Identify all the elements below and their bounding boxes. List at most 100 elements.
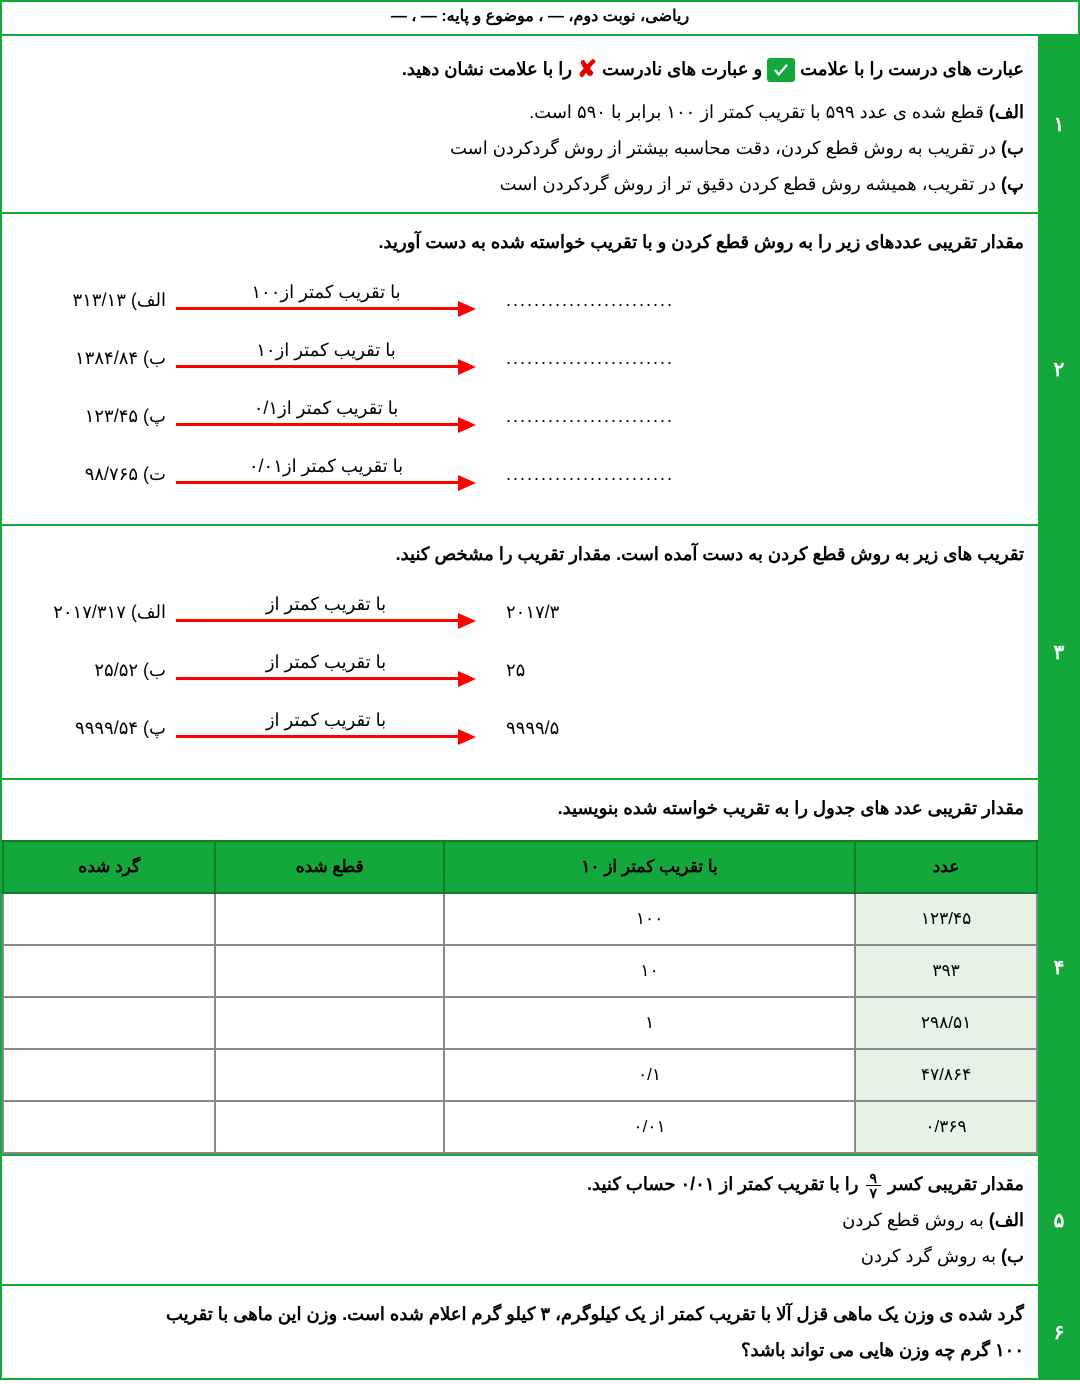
- row-value: ت) ۹۸/۷۶۵: [16, 456, 176, 492]
- q5-a-text: به روش قطع کردن: [842, 1210, 984, 1230]
- table-row: ۳۹۳۱۰: [3, 945, 1037, 997]
- arrow-icon: با تقریب کمتر از: [176, 598, 476, 626]
- arrow-row: ت) ۹۸/۷۶۵با تقریب کمتر از۰/۰۱...........…: [16, 456, 1024, 492]
- row-value: پ) ۹۹۹۹/۵۴: [16, 710, 176, 746]
- q6-number: ۶: [1038, 1286, 1078, 1378]
- q5-frac-bot: ۷: [866, 1186, 882, 1200]
- table-row: ۲۹۸/۵۱۱: [3, 997, 1037, 1049]
- q5-a-label: الف): [989, 1210, 1024, 1230]
- row-dots: ........................: [506, 456, 674, 492]
- row-result: ۹۹۹۹/۵: [506, 710, 559, 746]
- table-cell: ۰/۱: [444, 1049, 855, 1101]
- arrow-row: ب) ۱۳۸۴/۸۴با تقریب کمتر از۱۰............…: [16, 340, 1024, 376]
- q5-content: مقدار تقریبی کسر ۹ ۷ را با تقریب کمتر از…: [2, 1156, 1038, 1284]
- row-dots: ........................: [506, 340, 674, 376]
- arrow-row: ب) ۲۵/۵۲با تقریب کمتر از۲۵: [16, 652, 1024, 688]
- q6-line1: گرد شده ی وزن یک ماهی قزل آلا با تقریب ک…: [16, 1296, 1024, 1332]
- table-header: گرد شده: [3, 841, 215, 893]
- arrow-icon: با تقریب کمتر از۱۰۰: [176, 286, 476, 314]
- row-dots: ........................: [506, 282, 674, 318]
- question-1: ۱ عبارت های درست را با علامت و عبارت های…: [2, 34, 1078, 212]
- q6-content: گرد شده ی وزن یک ماهی قزل آلا با تقریب ک…: [2, 1286, 1038, 1378]
- row-value: پ) ۱۲۳/۴۵: [16, 398, 176, 434]
- row-value: ب) ۱۳۸۴/۸۴: [16, 340, 176, 376]
- x-icon: ✘: [577, 56, 597, 83]
- q5-fraction: ۹ ۷: [866, 1171, 882, 1200]
- question-3: ۳ تقریب های زیر به روش قطع کردن به دست آ…: [2, 524, 1078, 778]
- arrow-icon: با تقریب کمتر از۰/۱: [176, 402, 476, 430]
- q1-prompt-b: و عبارت های نادرست: [602, 59, 762, 79]
- arrow-label: با تقریب کمتر از۱۰۰: [176, 274, 476, 310]
- q5-b-text: به روش گرد کردن: [861, 1246, 996, 1266]
- table-header: عدد: [855, 841, 1037, 893]
- table-header: با تقریب کمتر از ۱۰: [444, 841, 855, 893]
- table-header: قطع شده: [215, 841, 444, 893]
- row-value: الف) ۳۱۳/۱۳: [16, 282, 176, 318]
- table-cell: ۱۰۰: [444, 893, 855, 945]
- table-cell: ۰/۰۱: [444, 1101, 855, 1153]
- question-6: ۶ گرد شده ی وزن یک ماهی قزل آلا با تقریب…: [2, 1284, 1078, 1378]
- arrow-row: الف) ۲۰۱۷/۳۱۷با تقریب کمتر از۲۰۱۷/۳: [16, 594, 1024, 630]
- q4-content: مقدار تقریبی عدد های جدول را به تقریب خو…: [2, 780, 1038, 1154]
- table-cell: [3, 893, 215, 945]
- q1-number: ۱: [1038, 36, 1078, 212]
- q4-number: ۴: [1038, 780, 1078, 1154]
- row-result: ۲۵: [506, 652, 525, 688]
- q1-a-label: الف): [989, 102, 1024, 122]
- table-cell: ۱۰: [444, 945, 855, 997]
- table-cell: [3, 945, 215, 997]
- page-header: ریاضی، نوبت دوم، — ، موضوع و پایه: — ، —: [2, 0, 1078, 34]
- q1-p-label: پ): [1001, 174, 1024, 194]
- table-cell: [3, 997, 215, 1049]
- q1-a-text: قطع شده ی عدد ۵۹۹ با تقریب کمتر از ۱۰۰ ب…: [529, 102, 984, 122]
- table-cell: ۰/۳۶۹: [855, 1101, 1037, 1153]
- q4-table: عددبا تقریب کمتر از ۱۰قطع شدهگرد شده۱۲۳/…: [2, 840, 1038, 1154]
- q5-number: ۵: [1038, 1156, 1078, 1284]
- q5-prompt-b: را با تقریب کمتر از ۰/۰۱ حساب کنید.: [587, 1174, 858, 1194]
- q1-p-text: در تقریب، همیشه روش قطع کردن دقیق تر از …: [500, 174, 996, 194]
- q1-content: عبارت های درست را با علامت و عبارت های ن…: [2, 36, 1038, 212]
- arrow-row: پ) ۱۲۳/۴۵با تقریب کمتر از۰/۱............…: [16, 398, 1024, 434]
- question-5: ۵ مقدار تقریبی کسر ۹ ۷ را با تقریب کمتر …: [2, 1154, 1078, 1284]
- question-2: ۲ مقدار تقریبی عددهای زیر را به روش قطع …: [2, 212, 1078, 524]
- arrow-row: پ) ۹۹۹۹/۵۴با تقریب کمتر از۹۹۹۹/۵: [16, 710, 1024, 746]
- q5-frac-top: ۹: [866, 1171, 882, 1186]
- arrow-label: با تقریب کمتر از: [176, 586, 476, 622]
- q6-line2: ۱۰۰ گرم چه وزن هایی می تواند باشد؟: [16, 1332, 1024, 1368]
- table-cell: [215, 945, 444, 997]
- table-row: ۴۷/۸۶۴۰/۱: [3, 1049, 1037, 1101]
- q4-prompt: مقدار تقریبی عدد های جدول را به تقریب خو…: [2, 790, 1038, 832]
- q2-prompt: مقدار تقریبی عددهای زیر را به روش قطع کر…: [16, 224, 1024, 260]
- table-row: ۱۲۳/۴۵۱۰۰: [3, 893, 1037, 945]
- table-cell: [215, 1049, 444, 1101]
- q1-prompt-a: عبارت های درست را با علامت: [800, 59, 1024, 79]
- q3-prompt: تقریب های زیر به روش قطع کردن به دست آمد…: [16, 536, 1024, 572]
- table-cell: ۳۹۳: [855, 945, 1037, 997]
- table-cell: ۱۲۳/۴۵: [855, 893, 1037, 945]
- q2-number: ۲: [1038, 214, 1078, 524]
- arrow-label: با تقریب کمتر از۰/۰۱: [176, 448, 476, 484]
- table-cell: [215, 893, 444, 945]
- arrow-icon: با تقریب کمتر از۰/۰۱: [176, 460, 476, 488]
- arrow-label: با تقریب کمتر از: [176, 702, 476, 738]
- question-4: ۴ مقدار تقریبی عدد های جدول را به تقریب …: [2, 778, 1078, 1154]
- table-cell: [3, 1101, 215, 1153]
- row-result: ۲۰۱۷/۳: [506, 594, 559, 630]
- q1-b-label: ب): [1001, 138, 1024, 158]
- worksheet-page: ریاضی، نوبت دوم، — ، موضوع و پایه: — ، —…: [0, 0, 1080, 1380]
- table-cell: [215, 997, 444, 1049]
- q1-b-text: در تقریب به روش قطع کردن، دقت محاسبه بیش…: [450, 138, 996, 158]
- arrow-label: با تقریب کمتر از: [176, 644, 476, 680]
- arrow-label: با تقریب کمتر از۰/۱: [176, 390, 476, 426]
- q1-prompt-c: را با علامت نشان دهید.: [402, 59, 572, 79]
- table-row: ۰/۳۶۹۰/۰۱: [3, 1101, 1037, 1153]
- check-icon: [767, 58, 795, 82]
- table-cell: ۱: [444, 997, 855, 1049]
- arrow-row: الف) ۳۱۳/۱۳با تقریب کمتر از۱۰۰..........…: [16, 282, 1024, 318]
- q2-content: مقدار تقریبی عددهای زیر را به روش قطع کر…: [2, 214, 1038, 524]
- table-cell: ۴۷/۸۶۴: [855, 1049, 1037, 1101]
- arrow-label: با تقریب کمتر از۱۰: [176, 332, 476, 368]
- table-cell: [3, 1049, 215, 1101]
- arrow-icon: با تقریب کمتر از: [176, 656, 476, 684]
- q3-content: تقریب های زیر به روش قطع کردن به دست آمد…: [2, 526, 1038, 778]
